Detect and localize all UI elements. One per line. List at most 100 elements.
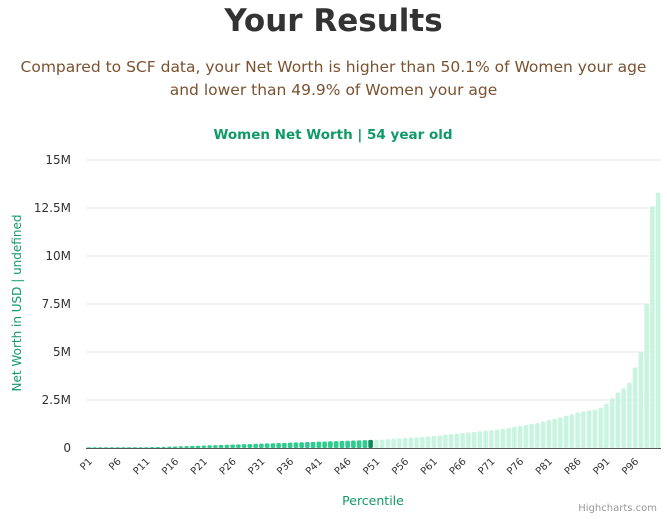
bar-p72[interactable] — [494, 429, 500, 448]
bar-p64[interactable] — [448, 434, 454, 448]
bar-p46[interactable] — [345, 440, 350, 448]
bar-p93[interactable] — [615, 392, 621, 448]
bar-p3[interactable] — [98, 447, 103, 448]
bar-p75[interactable] — [512, 426, 517, 448]
bar-p1[interactable] — [86, 447, 92, 448]
bar-p87[interactable] — [581, 411, 586, 448]
bar-p69[interactable] — [477, 431, 483, 448]
bar-p62[interactable] — [437, 435, 442, 448]
bar-p50[interactable] — [368, 439, 373, 448]
bar-p84[interactable] — [563, 415, 569, 448]
bar-p37[interactable] — [293, 442, 299, 448]
bar-p38[interactable] — [299, 442, 304, 448]
bar-p76[interactable] — [517, 425, 523, 448]
bar-p96[interactable] — [632, 367, 638, 448]
bar-p58[interactable] — [414, 437, 419, 448]
bar-p14[interactable] — [161, 446, 166, 448]
bar-p100[interactable] — [655, 192, 661, 448]
bar-p33[interactable] — [270, 443, 276, 448]
bar-p42[interactable] — [322, 441, 327, 448]
bar-p41[interactable] — [316, 441, 322, 448]
bar-p9[interactable] — [132, 447, 138, 448]
bar-p54[interactable] — [391, 438, 396, 448]
bar-p47[interactable] — [351, 440, 356, 448]
bar-p21[interactable] — [201, 445, 207, 448]
bar-p4[interactable] — [103, 447, 109, 448]
bar-p59[interactable] — [420, 436, 425, 448]
bar-p85[interactable] — [569, 414, 575, 448]
bar-p43[interactable] — [328, 441, 333, 448]
bar-p6[interactable] — [115, 447, 120, 448]
bar-p66[interactable] — [460, 433, 465, 448]
bar-p92[interactable] — [609, 398, 615, 448]
bar-p63[interactable] — [443, 434, 448, 448]
bar-p60[interactable] — [425, 436, 431, 448]
bar-p12[interactable] — [149, 447, 155, 448]
bar-p94[interactable] — [621, 388, 626, 448]
bar-p40[interactable] — [310, 441, 316, 448]
bar-p79[interactable] — [535, 423, 540, 448]
bar-p48[interactable] — [356, 440, 362, 448]
bar-p34[interactable] — [276, 443, 281, 448]
bar-p30[interactable] — [253, 443, 258, 448]
bar-p15[interactable] — [167, 446, 172, 448]
bar-p95[interactable] — [627, 382, 632, 448]
bar-p44[interactable] — [333, 441, 339, 448]
bar-p91[interactable] — [604, 403, 609, 448]
bar-p28[interactable] — [241, 444, 247, 448]
bar-p17[interactable] — [178, 446, 184, 448]
bar-p23[interactable] — [213, 445, 218, 448]
bar-p16[interactable] — [172, 446, 178, 448]
bar-p80[interactable] — [540, 421, 546, 448]
bar-p5[interactable] — [109, 447, 115, 448]
bar-p71[interactable] — [489, 430, 494, 448]
bar-p77[interactable] — [523, 424, 529, 448]
bar-p99[interactable] — [650, 206, 655, 448]
bar-p25[interactable] — [224, 444, 230, 448]
bar-p8[interactable] — [126, 447, 132, 448]
bar-p36[interactable] — [287, 442, 293, 448]
bar-p35[interactable] — [282, 442, 287, 448]
bar-p65[interactable] — [454, 433, 460, 448]
bar-p31[interactable] — [259, 443, 264, 448]
bar-p57[interactable] — [408, 437, 414, 448]
bar-p51[interactable] — [374, 439, 379, 448]
bar-p61[interactable] — [431, 435, 437, 448]
bar-p68[interactable] — [471, 431, 477, 448]
bar-p18[interactable] — [184, 446, 189, 448]
bar-p24[interactable] — [218, 444, 224, 448]
bar-p78[interactable] — [529, 424, 534, 448]
bar-p56[interactable] — [402, 438, 408, 448]
bar-p39[interactable] — [305, 442, 310, 448]
bar-p73[interactable] — [500, 428, 506, 448]
bar-p89[interactable] — [592, 409, 598, 448]
bar-p2[interactable] — [92, 447, 97, 448]
bar-p97[interactable] — [638, 352, 644, 448]
bar-p90[interactable] — [598, 407, 603, 448]
bar-p88[interactable] — [586, 410, 592, 448]
bar-p32[interactable] — [264, 443, 270, 448]
bar-p22[interactable] — [207, 445, 212, 448]
bar-p98[interactable] — [644, 304, 649, 448]
bar-p83[interactable] — [558, 417, 563, 448]
bar-p29[interactable] — [247, 443, 253, 448]
bar-p53[interactable] — [385, 439, 391, 448]
bar-p20[interactable] — [195, 445, 201, 448]
bar-p49[interactable] — [362, 440, 368, 448]
bar-p55[interactable] — [397, 438, 402, 448]
bar-p86[interactable] — [575, 412, 580, 448]
bar-p70[interactable] — [483, 430, 488, 448]
highcharts-credits[interactable]: Highcharts.com — [578, 503, 657, 514]
bar-p26[interactable] — [230, 444, 235, 448]
bar-p11[interactable] — [144, 447, 149, 448]
bar-p74[interactable] — [506, 427, 511, 448]
bar-p67[interactable] — [466, 432, 471, 448]
bar-p82[interactable] — [552, 418, 557, 448]
bar-p10[interactable] — [138, 447, 143, 448]
bar-p13[interactable] — [155, 447, 161, 448]
bar-p7[interactable] — [121, 447, 126, 448]
bar-p52[interactable] — [379, 439, 385, 448]
bar-p45[interactable] — [339, 440, 345, 448]
bar-p27[interactable] — [236, 444, 241, 448]
bar-p19[interactable] — [190, 445, 195, 448]
